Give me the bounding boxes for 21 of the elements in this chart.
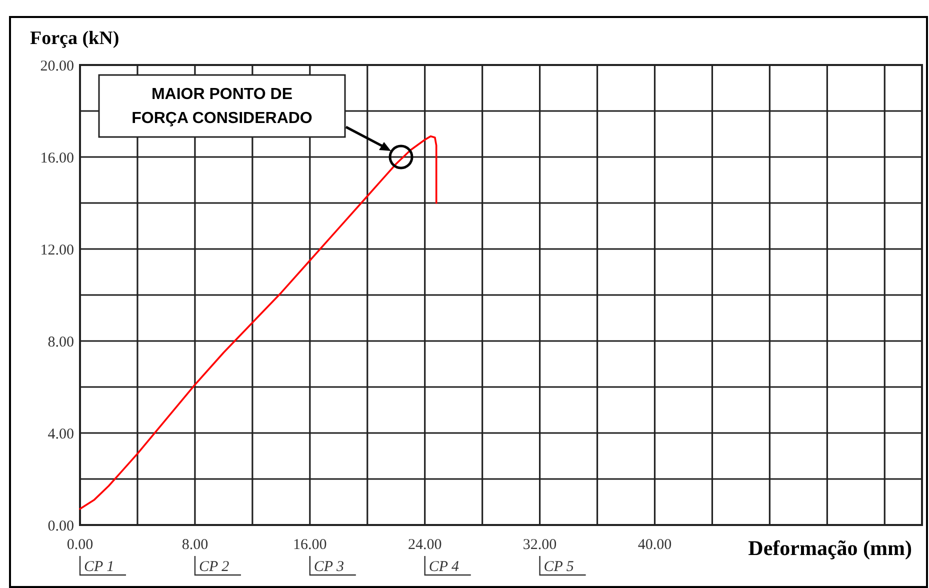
- x-tick-label: 40.00: [638, 537, 672, 553]
- x-tick-label: 0.00: [66, 537, 94, 553]
- x-tick-label: 32.00: [522, 537, 557, 553]
- y-tick-label: 16.00: [40, 150, 74, 166]
- x-tick-label: 16.00: [293, 537, 327, 553]
- text: CP 2: [198, 559, 230, 575]
- line-series: [79, 135, 438, 510]
- x-tick-label: 8.00: [182, 537, 208, 553]
- y-tick-label: 8.00: [48, 334, 74, 350]
- y-tick-label: 20.00: [40, 58, 74, 74]
- text: CP 3: [314, 559, 344, 575]
- annotation: MAIOR PONTO DE FORÇA CONSIDERADO: [132, 86, 312, 127]
- y-tick-label: 4.00: [48, 426, 74, 442]
- x-tick-label: 24.00: [408, 537, 442, 553]
- text: CP 1: [84, 559, 114, 575]
- y-axis-title: Força (kN): [30, 28, 120, 49]
- y-tick-label: 0.00: [48, 518, 74, 534]
- y-tick-label: 12.00: [40, 242, 74, 258]
- text: CP 5: [544, 559, 574, 575]
- x-axis-title: Deformação (mm): [748, 536, 912, 560]
- text: CP 4: [428, 559, 460, 575]
